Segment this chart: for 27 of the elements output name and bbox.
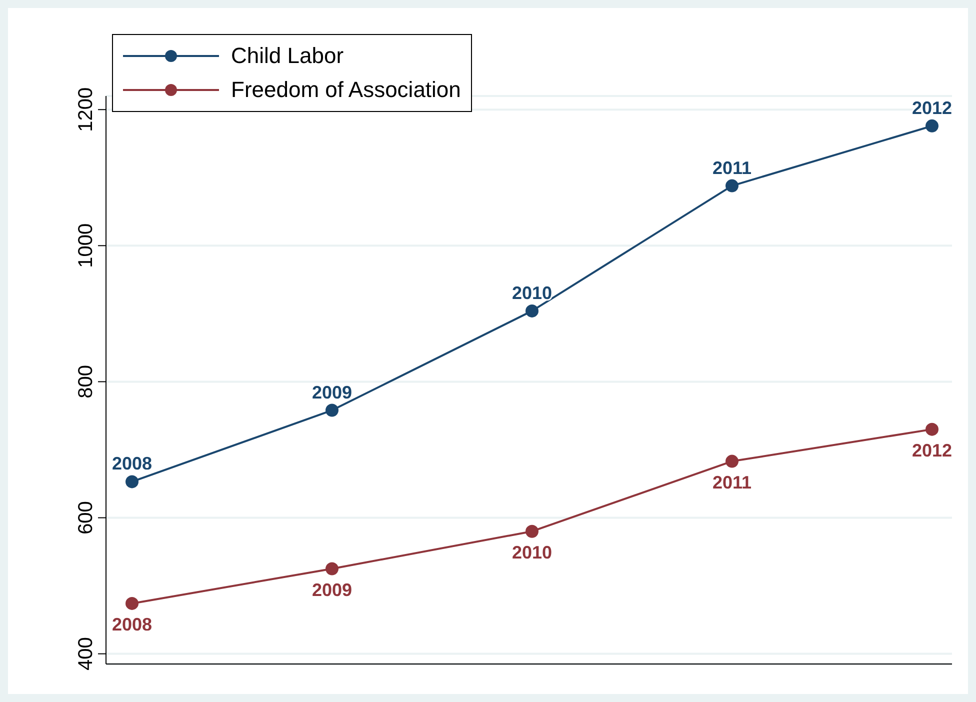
point bbox=[326, 562, 338, 576]
point bbox=[926, 422, 938, 436]
annotation: 2012 bbox=[912, 98, 952, 118]
y-tick-label: 600 bbox=[75, 501, 97, 534]
annotation: 2010 bbox=[512, 282, 552, 303]
point bbox=[926, 119, 938, 132]
point bbox=[326, 404, 338, 417]
y-tick-label: 800 bbox=[75, 365, 97, 398]
legend-label: Freedom of Association bbox=[231, 77, 461, 103]
point bbox=[726, 454, 738, 468]
legend-label: Child Labor bbox=[231, 43, 344, 69]
annotation: 2010 bbox=[512, 542, 552, 562]
annotation: 2012 bbox=[912, 440, 952, 460]
point bbox=[526, 304, 538, 318]
annotation: 2009 bbox=[312, 580, 352, 600]
annotation: 2009 bbox=[312, 382, 352, 402]
annotation: 2008 bbox=[112, 454, 152, 474]
annotation: 2011 bbox=[712, 158, 752, 178]
y-tick-label: 1200 bbox=[75, 87, 97, 132]
point bbox=[526, 524, 538, 538]
annotation: 2008 bbox=[112, 614, 152, 634]
point bbox=[126, 596, 138, 610]
annotation: 2011 bbox=[712, 472, 752, 492]
y-tick-label: 1000 bbox=[75, 223, 97, 268]
point bbox=[726, 179, 738, 192]
point bbox=[126, 475, 138, 488]
y-tick-label: 400 bbox=[75, 637, 97, 670]
